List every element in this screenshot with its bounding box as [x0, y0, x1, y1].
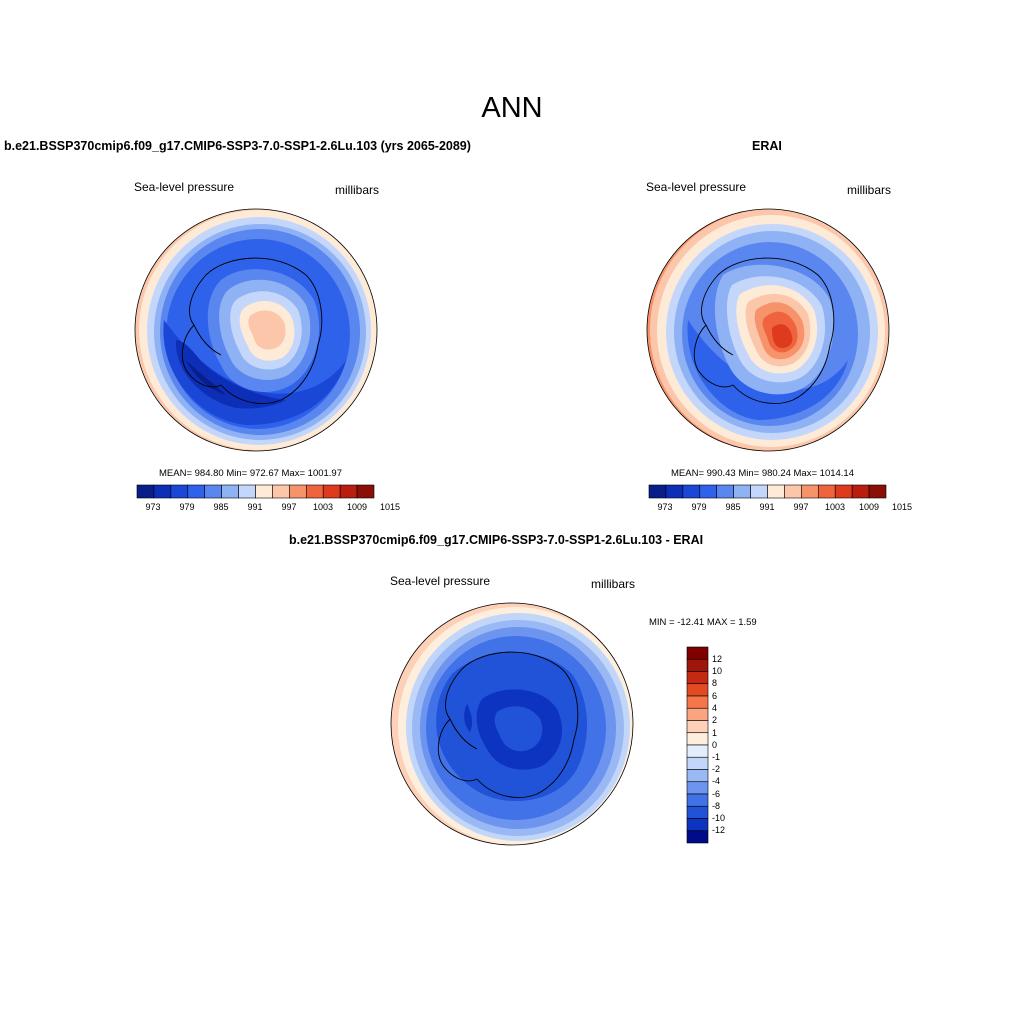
colorbar-swatch — [686, 707, 709, 721]
colorbar-swatch — [153, 484, 172, 499]
panel-3-stats: MIN = -12.41 MAX = 1.59 — [649, 617, 757, 628]
panel-3-colorbar — [686, 646, 709, 844]
colorbar-swatch — [339, 484, 358, 499]
panel-1-colorbar-ticks: 973 979 985 991 997 1003 1009 1015 — [137, 502, 400, 516]
panel-2-stats: MEAN= 990.43 Min= 980.24 Max= 1014.14 — [671, 468, 854, 479]
colorbar-tick: 0 — [712, 740, 718, 750]
colorbar-swatch — [356, 484, 375, 499]
colorbar-tick: 973 — [145, 502, 161, 512]
colorbar-swatch — [686, 769, 709, 783]
colorbar-tick: 10 — [712, 666, 723, 676]
panel-1-stats: MEAN= 984.80 Min= 972.67 Max= 1001.97 — [159, 468, 342, 479]
colorbar-swatch — [272, 484, 290, 499]
panel-3-colorbar-ticks: 12 10 8 6 4 2 1 0 -1 -2 -4 -6 -8 -10 -12 — [712, 647, 752, 847]
colorbar-swatch — [686, 793, 709, 807]
colorbar-tick: 997 — [281, 502, 297, 512]
colorbar-swatch — [686, 818, 709, 832]
panel-3-units: millibars — [591, 577, 636, 591]
colorbar-tick: 985 — [725, 502, 741, 512]
colorbar-swatch — [305, 484, 324, 499]
colorbar-swatch — [289, 484, 307, 499]
panel-1-colorbar — [136, 484, 375, 499]
panel-2-title: ERAI — [752, 139, 782, 153]
colorbar-tick: 1003 — [312, 502, 334, 512]
figure-title: ANN — [481, 92, 543, 124]
panel-2-variable: Sea-level pressure — [646, 180, 747, 194]
colorbar-swatch — [170, 484, 189, 499]
colorbar-tick: -6 — [712, 789, 721, 799]
panel-2-units: millibars — [847, 183, 892, 197]
colorbar-tick: 979 — [179, 502, 195, 512]
colorbar-tick: -4 — [712, 776, 721, 786]
colorbar-swatch — [686, 805, 709, 819]
colorbar-tick: 1015 — [891, 502, 913, 512]
colorbar-tick: 6 — [712, 691, 718, 701]
colorbar-swatch — [255, 484, 273, 499]
colorbar-swatch — [686, 830, 709, 844]
colorbar-swatch — [686, 683, 709, 697]
colorbar-swatch — [686, 658, 709, 672]
panel-2-colorbar-ticks: 973 979 985 991 997 1003 1009 1015 — [649, 502, 912, 516]
colorbar-swatch — [187, 484, 206, 499]
colorbar-swatch — [221, 484, 239, 499]
colorbar-tick: 985 — [213, 502, 229, 512]
panel-1-units: millibars — [335, 183, 380, 197]
colorbar-swatch — [817, 484, 836, 499]
colorbar-swatch — [686, 744, 709, 758]
colorbar-swatch — [784, 484, 802, 499]
colorbar-tick: 1009 — [858, 502, 880, 512]
colorbar-swatch — [686, 781, 709, 795]
colorbar-swatch — [682, 484, 701, 499]
colorbar-tick: 12 — [712, 654, 723, 664]
colorbar-swatch — [868, 484, 887, 499]
colorbar-swatch — [699, 484, 718, 499]
colorbar-swatch — [686, 720, 709, 734]
colorbar-swatch — [851, 484, 870, 499]
colorbar-swatch — [648, 484, 667, 499]
colorbar-tick: -12 — [712, 825, 726, 835]
colorbar-tick: 1 — [712, 728, 718, 738]
colorbar-swatch — [801, 484, 819, 499]
colorbar-tick: 1003 — [824, 502, 846, 512]
colorbar-tick: 1015 — [379, 502, 401, 512]
panel-3-variable: Sea-level pressure — [390, 574, 491, 588]
panel-3-title: b.e21.BSSP370cmip6.f09_g17.CMIP6-SSP3-7.… — [289, 533, 704, 547]
colorbar-swatch — [767, 484, 785, 499]
colorbar-swatch — [136, 484, 155, 499]
colorbar-tick: -2 — [712, 764, 721, 774]
colorbar-tick: 991 — [759, 502, 775, 512]
panel-3-map — [390, 602, 634, 846]
panel-1-title: b.e21.BSSP370cmip6.f09_g17.CMIP6-SSP3-7.… — [4, 139, 471, 153]
colorbar-tick: 991 — [247, 502, 263, 512]
colorbar-tick: 2 — [712, 715, 718, 725]
colorbar-tick: -1 — [712, 752, 721, 762]
colorbar-tick: 1009 — [346, 502, 368, 512]
panel-2-map — [646, 208, 890, 452]
colorbar-tick: -8 — [712, 801, 721, 811]
panel-1-variable: Sea-level pressure — [134, 180, 235, 194]
colorbar-tick: 979 — [691, 502, 707, 512]
colorbar-swatch — [665, 484, 684, 499]
colorbar-tick: -10 — [712, 813, 726, 823]
colorbar-tick: 4 — [712, 703, 718, 713]
colorbar-tick: 997 — [793, 502, 809, 512]
colorbar-swatch — [686, 732, 709, 746]
colorbar-tick: 973 — [657, 502, 673, 512]
colorbar-swatch — [686, 646, 709, 660]
panel-1-map — [134, 208, 378, 452]
colorbar-tick: 8 — [712, 678, 718, 688]
colorbar-swatch — [686, 695, 709, 709]
colorbar-swatch — [204, 484, 222, 499]
colorbar-swatch — [733, 484, 751, 499]
colorbar-swatch — [686, 756, 709, 770]
colorbar-swatch — [750, 484, 768, 499]
colorbar-swatch — [834, 484, 853, 499]
colorbar-swatch — [322, 484, 341, 499]
colorbar-swatch — [238, 484, 256, 499]
colorbar-swatch — [686, 671, 709, 685]
panel-2-colorbar — [648, 484, 887, 499]
colorbar-swatch — [716, 484, 734, 499]
